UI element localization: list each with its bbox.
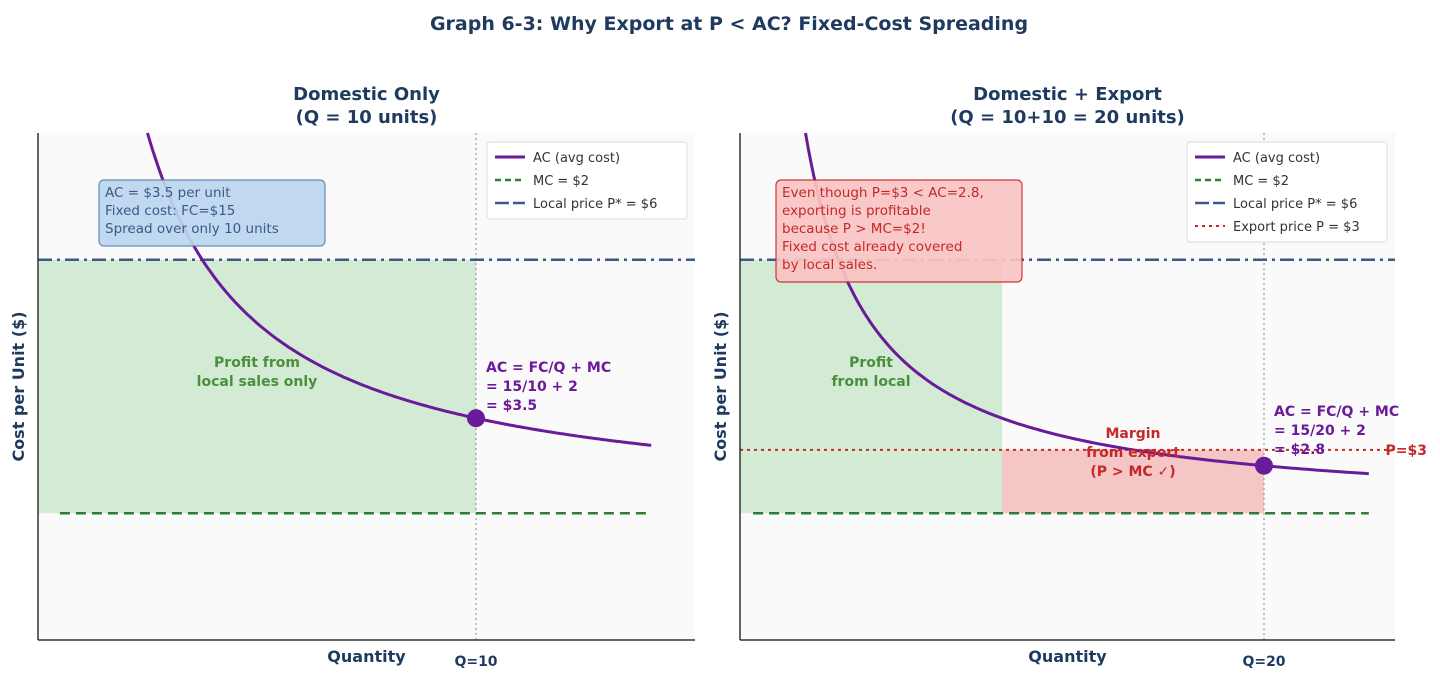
legend-entry: MC = $2 [1233, 174, 1289, 189]
panel-title: (Q = 10 units) [296, 107, 438, 128]
shaded-region-profit [740, 259, 1002, 514]
y-axis-label: Cost per Unit ($) [9, 311, 28, 461]
ac-formula-annotation: = 15/20 + 2 [1274, 423, 1366, 439]
x-axis-label: Quantity [1028, 647, 1107, 666]
x-axis-label: Quantity [327, 647, 406, 666]
ac-curve [146, 132, 652, 447]
legend-entry: MC = $2 [533, 174, 589, 189]
region-label: from export [1086, 445, 1180, 461]
info-box-line: Fixed cost already covered [782, 239, 962, 255]
panel-title: (Q = 10+10 = 20 units) [950, 107, 1185, 128]
region-label: (P > MC ✓) [1090, 464, 1175, 480]
info-box-line: by local sales. [782, 257, 877, 273]
info-box [775, 179, 1023, 283]
region-label: Profit [849, 355, 893, 371]
region-label: from local [831, 374, 910, 390]
figure-title: Graph 6-3: Why Export at P < AC? Fixed-C… [430, 13, 1028, 35]
legend-entry: Local price P* = $6 [533, 197, 657, 212]
ac-formula-annotation: = $2.8 [1274, 442, 1325, 458]
region-label: Margin [1105, 426, 1160, 442]
legend-entry: Local price P* = $6 [1233, 197, 1357, 212]
ac-point [1255, 456, 1273, 475]
panel-1: Domestic Only(Q = 10 units) Quantity Q=10 C… [9, 84, 695, 670]
region-label: local sales only [197, 374, 318, 390]
info-box-line: Spread over only 10 units [105, 221, 279, 237]
legend-entry: AC (avg cost) [1233, 151, 1320, 166]
ac-curve [804, 132, 1369, 476]
info-box-line: Fixed cost: FC=$15 [105, 203, 235, 219]
ac-point [467, 409, 485, 428]
shaded-region-profit [38, 259, 476, 514]
info-box-line: Even though P=$3 < AC=2.8, [782, 185, 984, 201]
q-tick-label: Q=10 [454, 654, 497, 670]
q-tick-label: Q=20 [1242, 654, 1285, 670]
export-price-label: P=$3 [1386, 443, 1427, 459]
region-label: Profit from [214, 355, 300, 371]
info-box-line: AC = $3.5 per unit [105, 185, 231, 201]
ac-formula-annotation: AC = FC/Q + MC [1274, 404, 1399, 420]
info-box-line: because P > MC=$2! [782, 221, 926, 237]
legend-entry: AC (avg cost) [533, 151, 620, 166]
legend [1186, 141, 1388, 243]
y-axis-label: Cost per Unit ($) [711, 311, 730, 461]
panel-title: Domestic Only [293, 84, 440, 105]
ac-formula-annotation: AC = FC/Q + MC [486, 360, 611, 376]
info-box-line: exporting is profitable [782, 203, 931, 219]
panel-title: Domestic + Export [973, 84, 1162, 105]
info-box [98, 179, 326, 247]
legend-entry: Export price P = $3 [1233, 220, 1360, 235]
panel-2: Domestic + Export(Q = 10+10 = 20 units) Q… [711, 84, 1427, 670]
legend [486, 141, 688, 220]
ac-formula-annotation: = 15/10 + 2 [486, 379, 578, 395]
ac-formula-annotation: = $3.5 [486, 398, 537, 414]
